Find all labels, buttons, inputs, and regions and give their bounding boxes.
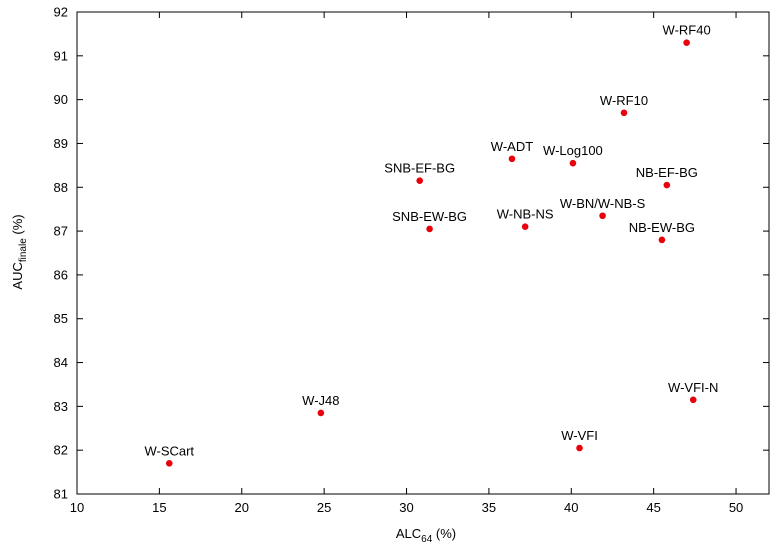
data-point-label: NB-EW-BG <box>629 220 695 235</box>
data-point-label: W-ADT <box>491 139 533 154</box>
data-point-label: W-SCart <box>144 443 194 458</box>
y-tick-label: 85 <box>54 311 68 326</box>
data-point <box>599 212 606 220</box>
y-tick-label: 83 <box>54 399 68 414</box>
data-point <box>317 409 325 417</box>
data-point <box>521 223 529 231</box>
x-axis: 10 15 20 25 30 35 40 45 50 <box>70 12 743 515</box>
y-tick-label: 84 <box>54 355 68 370</box>
data-point <box>683 39 690 46</box>
x-tick-label: 20 <box>235 500 249 515</box>
x-tick-label: 15 <box>152 500 166 515</box>
data-point-label: NB-EF-BG <box>636 165 698 180</box>
x-tick-label: 50 <box>729 500 743 515</box>
y-tick-label: 81 <box>54 487 68 502</box>
x-axis-title: ALC64 (%) <box>396 526 456 545</box>
data-point-label: SNB-EW-BG <box>392 209 467 224</box>
x-tick-label: 10 <box>70 500 84 515</box>
y-axis: 81 82 83 84 85 86 87 88 89 90 91 92 <box>54 5 769 502</box>
data-point-label: SNB-EF-BG <box>384 161 455 176</box>
y-tick-label: 82 <box>54 443 68 458</box>
data-point <box>508 155 516 163</box>
data-points: W-RF40 W-RF10 W-ADT W-Log100 SNB-EF-BG NB-EF-… <box>144 23 718 467</box>
x-tick-label: 40 <box>564 500 578 515</box>
data-point <box>658 236 666 244</box>
data-point-label: W-NB-NS <box>497 207 554 222</box>
data-point <box>663 181 671 189</box>
y-tick-label: 90 <box>54 92 68 107</box>
y-tick-label: 91 <box>54 48 68 63</box>
data-point <box>576 444 583 452</box>
data-point-label: W-RF10 <box>600 93 648 108</box>
data-point-label: W-VFI-N <box>668 380 718 395</box>
data-point <box>416 177 424 184</box>
x-tick-label: 30 <box>399 500 413 515</box>
data-point-label: W-VFI <box>561 428 598 443</box>
data-point-label: W-J48 <box>302 393 339 408</box>
y-tick-label: 89 <box>54 136 68 151</box>
y-tick-label: 92 <box>54 5 68 20</box>
data-point-label: W-Log100 <box>543 143 603 158</box>
y-axis-title: AUCfinale (%) <box>10 214 29 289</box>
x-tick-label: 25 <box>317 500 331 515</box>
data-point <box>689 396 697 404</box>
x-tick-label: 45 <box>646 500 660 515</box>
data-point-label: W-RF40 <box>663 23 711 38</box>
plot-frame <box>76 11 770 495</box>
data-point <box>569 159 577 167</box>
y-tick-label: 87 <box>54 224 68 239</box>
data-point <box>426 225 433 233</box>
y-tick-label: 86 <box>54 267 68 282</box>
data-point-label: W-BN/W-NB-S <box>560 196 646 211</box>
data-point <box>620 109 628 117</box>
data-point <box>165 460 173 467</box>
y-tick-label: 88 <box>54 180 68 195</box>
x-tick-label: 35 <box>482 500 496 515</box>
